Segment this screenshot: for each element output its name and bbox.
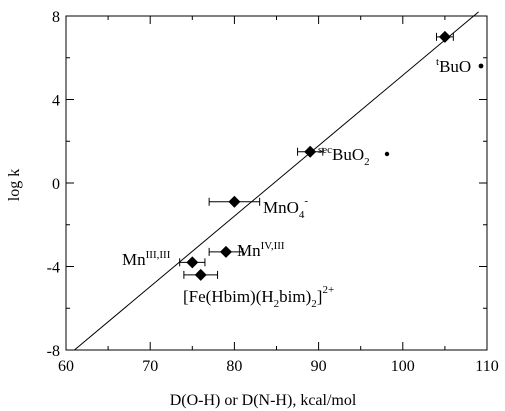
data-point	[228, 195, 241, 208]
label-tbuo: tBuO	[436, 56, 471, 76]
y-tick-label: -8	[47, 343, 60, 360]
label-mn-iv-iii: MnIV,III	[237, 240, 285, 260]
data-point	[186, 256, 199, 269]
data-point	[304, 145, 317, 158]
y-tick-label: 8	[52, 9, 60, 26]
x-tick-label: 80	[226, 358, 242, 375]
label-dot-tbuo	[478, 63, 484, 69]
points-layer	[179, 30, 454, 281]
label-mno4: MnO4-	[263, 195, 308, 221]
y-tick-label: -4	[47, 260, 60, 277]
x-tick-label: 110	[475, 358, 498, 375]
x-tick-label: 100	[391, 358, 415, 375]
x-tick-label: 90	[311, 358, 327, 375]
fit-line-layer	[74, 11, 479, 351]
x-tick-label: 70	[142, 358, 158, 375]
label-dot-secbuo2	[384, 151, 390, 157]
fit-line	[74, 11, 479, 351]
x-axis-title: D(O-H) or D(N-H), kcal/mol	[170, 392, 357, 409]
data-point	[194, 268, 207, 281]
y-tick-label: 4	[52, 93, 60, 110]
label-mn-iii-iii: MnIII,III	[122, 249, 171, 269]
label-fe-complex: [Fe(Hbim)(H2bim)2]2+	[183, 284, 334, 310]
y-tick-label: 0	[52, 176, 60, 193]
x-tick-label: 60	[58, 358, 74, 375]
data-point	[438, 30, 451, 43]
data-point	[219, 245, 232, 258]
y-axis-title: log k	[6, 169, 23, 201]
ticks: 60 70 80 90 100 110 -8 -4 0 4 8	[47, 9, 499, 375]
label-secbuo2: secBuO2	[318, 144, 370, 168]
